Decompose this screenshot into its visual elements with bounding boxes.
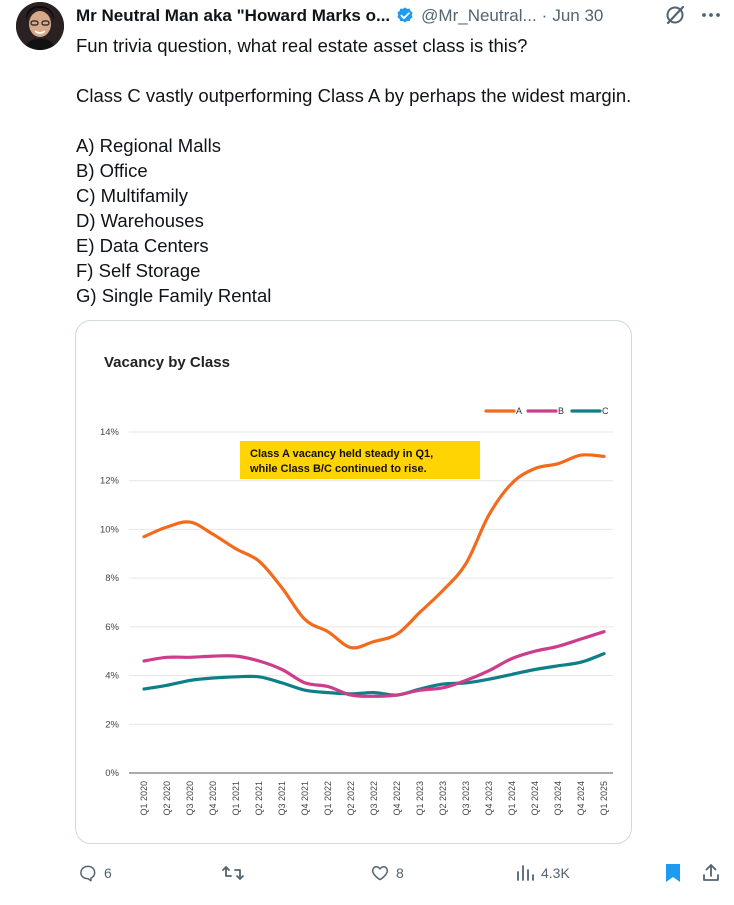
reply-button[interactable]: 6	[78, 858, 112, 888]
series-line-a	[142, 453, 606, 650]
share-button[interactable]	[701, 858, 721, 888]
series-line-b	[142, 630, 606, 698]
option-b: B) Office	[76, 160, 148, 181]
x-tick-label: Q2 2020	[162, 781, 172, 816]
view-count: 4.3K	[541, 865, 570, 881]
y-tick-label: 10%	[100, 524, 120, 535]
bookmark-button[interactable]	[663, 858, 683, 888]
more-options-icon[interactable]	[700, 4, 722, 26]
x-tick-label: Q1 2022	[323, 781, 333, 816]
x-tick-label: Q4 2024	[576, 781, 586, 816]
y-tick-label: 12%	[100, 476, 120, 487]
avatar[interactable]	[16, 2, 64, 50]
author-handle[interactable]: @Mr_Neutral...	[421, 6, 537, 25]
retweet-icon	[222, 866, 244, 880]
annotation-line-1: Class A vacancy held steady in Q1,	[250, 448, 433, 460]
vacancy-chart: Vacancy by Class 0% 2% 4% 6% 8% 10% 12% 14% Q1 20…	[100, 354, 613, 816]
option-d: D) Warehouses	[76, 210, 204, 231]
annotation-line-2: while Class B/C continued to rise.	[249, 463, 427, 475]
separator-dot: ·	[541, 6, 548, 25]
x-tick-label: Q2 2021	[254, 781, 264, 816]
option-f: F) Self Storage	[76, 260, 201, 281]
x-tick-label: Q3 2020	[185, 781, 195, 816]
y-tick-label: 6%	[105, 622, 119, 633]
annotation-box	[240, 441, 480, 479]
author-name[interactable]: Mr Neutral Man aka "Howard Marks o...	[76, 6, 391, 25]
x-tick-label: Q3 2021	[277, 781, 287, 816]
heart-icon	[371, 866, 389, 881]
y-tick-label: 0%	[105, 768, 119, 779]
y-tick-label: 8%	[105, 573, 119, 584]
x-tick-label: Q4 2022	[392, 781, 402, 816]
y-tick-label: 4%	[105, 671, 119, 682]
x-tick-label: Q3 2022	[369, 781, 379, 816]
bookmark-icon	[666, 864, 680, 882]
avatar-image	[16, 2, 64, 50]
tweet-date[interactable]: Jun 30	[552, 6, 604, 25]
option-g: G) Single Family Rental	[76, 285, 272, 306]
retweet-button[interactable]	[221, 858, 245, 888]
legend-label-b: B	[558, 406, 564, 416]
x-tick-label: Q3 2024	[553, 781, 563, 816]
x-tick-label: Q1 2024	[507, 781, 517, 816]
reply-count: 6	[104, 865, 112, 881]
series-line-c	[142, 652, 606, 697]
option-c: C) Multifamily	[76, 185, 189, 206]
option-e: E) Data Centers	[76, 235, 209, 256]
legend-label-c: C	[602, 406, 609, 416]
y-tick-label: 2%	[105, 719, 119, 730]
tweet-text: Fun trivia question, what real estate as…	[76, 33, 716, 308]
legend-label-a: A	[516, 406, 522, 416]
option-a: A) Regional Malls	[76, 135, 221, 156]
tweet-question: Fun trivia question, what real estate as…	[76, 35, 528, 56]
y-tick-label: 14%	[100, 427, 120, 438]
x-tick-label: Q4 2020	[208, 781, 218, 816]
x-tick-label: Q1 2020	[139, 781, 149, 816]
chart-title: Vacancy by Class	[104, 354, 230, 371]
x-tick-label: Q2 2024	[530, 781, 540, 816]
reply-icon	[80, 865, 96, 882]
tweet-statement: Class C vastly outperforming Class A by …	[76, 85, 632, 106]
views-button[interactable]: 4.3K	[515, 858, 570, 888]
action-bar: 6 8 4.3K	[0, 858, 734, 888]
like-count: 8	[396, 865, 404, 881]
x-tick-label: Q2 2022	[346, 781, 356, 816]
chart-image-card[interactable]: Vacancy by Class 0% 2% 4% 6% 8% 10% 12% 14% Q1 20…	[75, 320, 632, 844]
share-icon	[703, 864, 719, 881]
tweet-header: Mr Neutral Man aka "Howard Marks o... @M…	[76, 5, 726, 27]
grok-icon[interactable]	[664, 4, 686, 26]
x-tick-label: Q3 2023	[461, 781, 471, 816]
x-tick-label: Q4 2021	[300, 781, 310, 816]
verified-badge-icon	[397, 7, 413, 23]
x-tick-label: Q2 2023	[438, 781, 448, 816]
x-tick-label: Q1 2021	[231, 781, 241, 816]
like-button[interactable]: 8	[370, 858, 404, 888]
views-icon	[517, 865, 534, 881]
x-tick-label: Q1 2025	[599, 781, 609, 816]
x-tick-label: Q1 2023	[415, 781, 425, 816]
x-tick-label: Q4 2023	[484, 781, 494, 816]
